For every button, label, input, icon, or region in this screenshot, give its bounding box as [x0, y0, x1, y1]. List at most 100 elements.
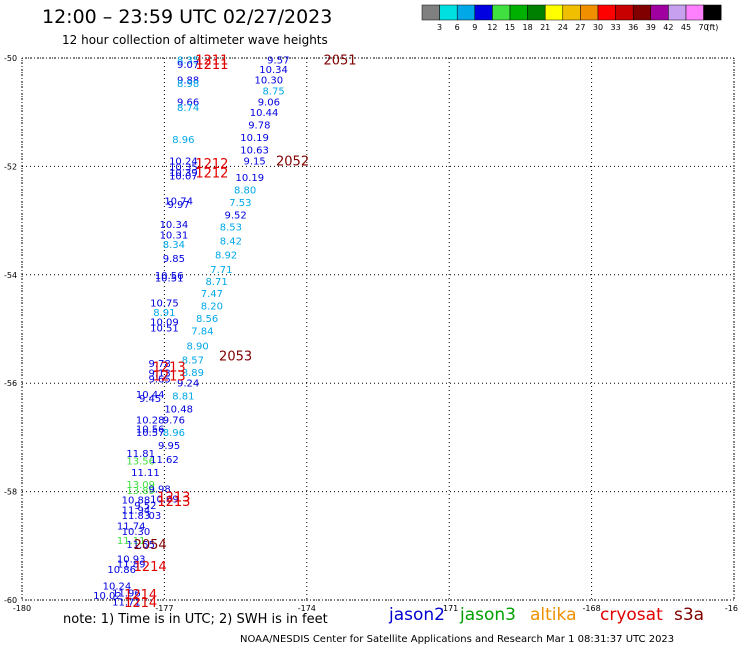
wave-height-label: 9.95: [158, 441, 180, 452]
wave-height-label: 8.74: [177, 103, 199, 114]
axis-ticks: -50 -52 -54 -56 -58 -60-180 -177 -174 -171 -168 -1…: [4, 54, 738, 613]
x-tick-label: -180: [13, 604, 31, 613]
legend-swatch: [703, 4, 722, 21]
wave-height-label: 9.98: [149, 484, 171, 495]
wave-height-label: 8.71: [205, 277, 227, 288]
pass-time-label: 1214: [134, 560, 167, 575]
legend-scale-label: 39: [646, 23, 656, 32]
wave-height-label: 10.88: [122, 496, 151, 507]
wave-height-label: 11.96: [112, 588, 141, 599]
wave-height-label: 10.44: [250, 108, 279, 119]
legend-swatch: [474, 4, 493, 21]
legend-swatch: [615, 4, 634, 21]
wave-height-label: 9.78: [149, 359, 171, 370]
wave-height-label: 10.31: [160, 231, 189, 242]
wave-height-label: 10.39: [169, 168, 198, 179]
wave-height-label: 11.62: [150, 455, 179, 466]
wave-height-label: 10.34: [160, 220, 189, 231]
wave-height-label: 10.35: [169, 162, 198, 173]
wave-height-label: 7.71: [210, 265, 232, 276]
wave-height-label: 9.57: [267, 56, 289, 67]
wave-height-label: 11.71: [112, 598, 141, 609]
x-tick-label: -174: [298, 604, 316, 613]
legend-swatch: [544, 4, 564, 21]
wave-height-label: 11.89: [117, 560, 146, 571]
pass-time-label: 2051: [323, 54, 356, 69]
wave-height-label: 13.56: [126, 457, 155, 468]
legend-scale-label: 15: [505, 23, 515, 32]
legend-scale-label: 33: [611, 23, 621, 32]
y-tick-label: -50: [4, 54, 17, 63]
wave-height-label: 11.83: [122, 511, 151, 522]
wave-height-label: 9.07: [177, 60, 199, 71]
legend-scale-label: 9: [472, 23, 477, 32]
pass-time-label: 1213: [157, 490, 190, 505]
wave-height-label: 11.11: [131, 468, 160, 479]
wave-height-label: 8.90: [186, 341, 208, 352]
wave-height-label: 8.53: [220, 223, 242, 234]
pass-time-label: 1214: [124, 588, 157, 603]
wave-height-label: 9.85: [163, 254, 185, 265]
wave-height-label: 7.47: [201, 289, 223, 300]
wave-height-label: 8.34: [163, 240, 185, 251]
legend-scale-label: 18: [523, 23, 533, 32]
pass-time-label: 2054: [134, 538, 167, 553]
page-title: 12:00 – 23:59 UTC 02/27/2023: [42, 6, 333, 28]
wave-height-label: 8.42: [220, 237, 242, 248]
wave-height-label: 10.56: [155, 271, 184, 282]
legend-swatch: [668, 4, 687, 21]
footer-note: note: 1) Time is in UTC; 2) SWH is in fe…: [63, 612, 328, 627]
wave-height-label: 10.74: [164, 197, 193, 208]
legend-swatch: [421, 4, 440, 21]
wave-height-label: 9.65: [149, 374, 171, 385]
wave-height-label: 10.34: [259, 65, 288, 76]
legend-scale-label: 70: [699, 23, 709, 32]
x-tick-label: -171: [440, 604, 458, 613]
wave-height-label: 8.96: [172, 135, 194, 146]
legend-swatch: [685, 4, 704, 21]
legend-scale-label: 45: [681, 23, 691, 32]
color-scale-legend: 3 6 9 12 15 18 21 24 27 30 33 36 39 42 45 70(ft): [421, 4, 722, 32]
wave-height-label: 8.89: [182, 368, 204, 379]
wave-height-label: 10.75: [150, 298, 179, 309]
wave-height-label: 9.88: [177, 76, 199, 87]
legend-swatch: [562, 4, 581, 21]
y-tick-label: -54: [4, 271, 17, 280]
pass-time-label: 1213: [157, 495, 190, 510]
wave-height-label: 11.74: [117, 522, 146, 533]
footer-credit: NOAA/NESDIS Center for Satellite Applica…: [240, 634, 675, 645]
wave-height-label: 10.51: [155, 274, 184, 285]
wave-height-label: 8.96: [163, 428, 185, 439]
wave-height-label: 9.45: [139, 394, 161, 405]
satellite-cryosat-label: cryosat: [600, 605, 663, 625]
legend-scale-label: 30: [593, 23, 603, 32]
legend-scale-label: 21: [540, 23, 550, 32]
wave-height-label: 8.56: [196, 314, 218, 325]
wave-height-label: 8.80: [234, 186, 256, 197]
wave-height-label: 10.24: [103, 581, 132, 592]
wave-height-label: 13.89: [126, 486, 155, 497]
pass-time-label: 1213: [153, 360, 186, 375]
legend-scale-label: (ft): [706, 23, 718, 32]
wave-height-label: 10.48: [164, 405, 193, 416]
legend-swatch: [527, 4, 546, 21]
satellite-jason3-label: jason3: [460, 605, 516, 625]
pass-time-label: 2053: [219, 350, 252, 365]
legend-swatch: [492, 4, 511, 21]
wave-height-label: 8.91: [153, 308, 175, 319]
pass-time-labels: 1211121112121212121312131213121312141214…: [124, 54, 356, 612]
wave-height-label: 10.86: [107, 565, 136, 576]
wave-height-label: 9.15: [243, 156, 265, 167]
wave-height-label: 9.24: [177, 379, 199, 390]
wave-height-label: 10.28: [136, 416, 165, 427]
pass-time-label: 1211: [195, 54, 228, 69]
legend-scale-label: 6: [455, 23, 460, 32]
wave-height-label: 8.98: [177, 79, 199, 90]
wave-height-label: 10.09: [150, 317, 179, 328]
satellite-altika-label: altika: [530, 605, 577, 625]
wave-height-label: 9.52: [134, 501, 156, 512]
wave-height-label: 10.57: [136, 428, 165, 439]
wave-height-label: 10.30: [255, 76, 284, 87]
wave-height-label: 10.07: [169, 172, 198, 183]
